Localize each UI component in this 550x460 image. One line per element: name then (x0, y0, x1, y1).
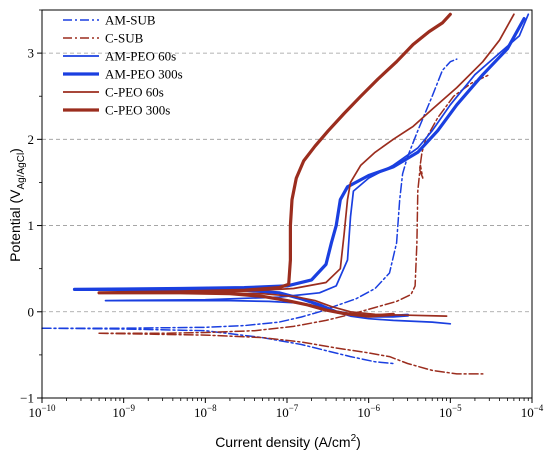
gridlines (42, 52, 532, 313)
x-tick-label: 10−10 (28, 403, 56, 420)
y-tick-label: 3 (28, 46, 35, 61)
y-tick-label: −1 (20, 391, 34, 406)
legend-label-1: AM-SUB (105, 13, 156, 28)
legend-label-3: AM-PEO 60s (105, 49, 176, 64)
y-tick-label: 0 (28, 304, 35, 319)
x-tick-label: 10−7 (276, 403, 299, 420)
series-lines (41, 12, 530, 375)
x-axis-label: Current density (A/cm2) (215, 433, 361, 450)
legend-label-5: C-PEO 60s (105, 85, 164, 100)
x-axis-ticks: 10−10 10−9 10−8 10−7 10−6 10−5 10−4 (28, 398, 544, 420)
series-line-6 (97, 12, 452, 318)
x-tick-label: 10−8 (194, 403, 217, 420)
legend: AM-SUB C-SUB AM-PEO 60s AM-PEO 300s C-PEO 60… (63, 13, 183, 118)
x-tick-label: 10−9 (112, 403, 135, 420)
x-tick-label: 10−6 (357, 403, 380, 420)
y-axis-label: Potential (VAg/AgCl) (7, 148, 27, 262)
legend-label-6: C-PEO 300s (105, 103, 170, 118)
x-tick-label: 10−4 (521, 403, 544, 420)
legend-label-4: AM-PEO 300s (105, 67, 183, 82)
series-line-1 (41, 58, 458, 365)
series-line-2 (98, 73, 491, 375)
y-tick-label: 2 (28, 132, 35, 147)
y-axis-ticks: −1 0 1 2 3 (20, 9, 42, 406)
legend-label-2: C-SUB (105, 31, 144, 46)
y-tick-label: 1 (28, 218, 35, 233)
x-tick-label: 10−5 (439, 403, 462, 420)
